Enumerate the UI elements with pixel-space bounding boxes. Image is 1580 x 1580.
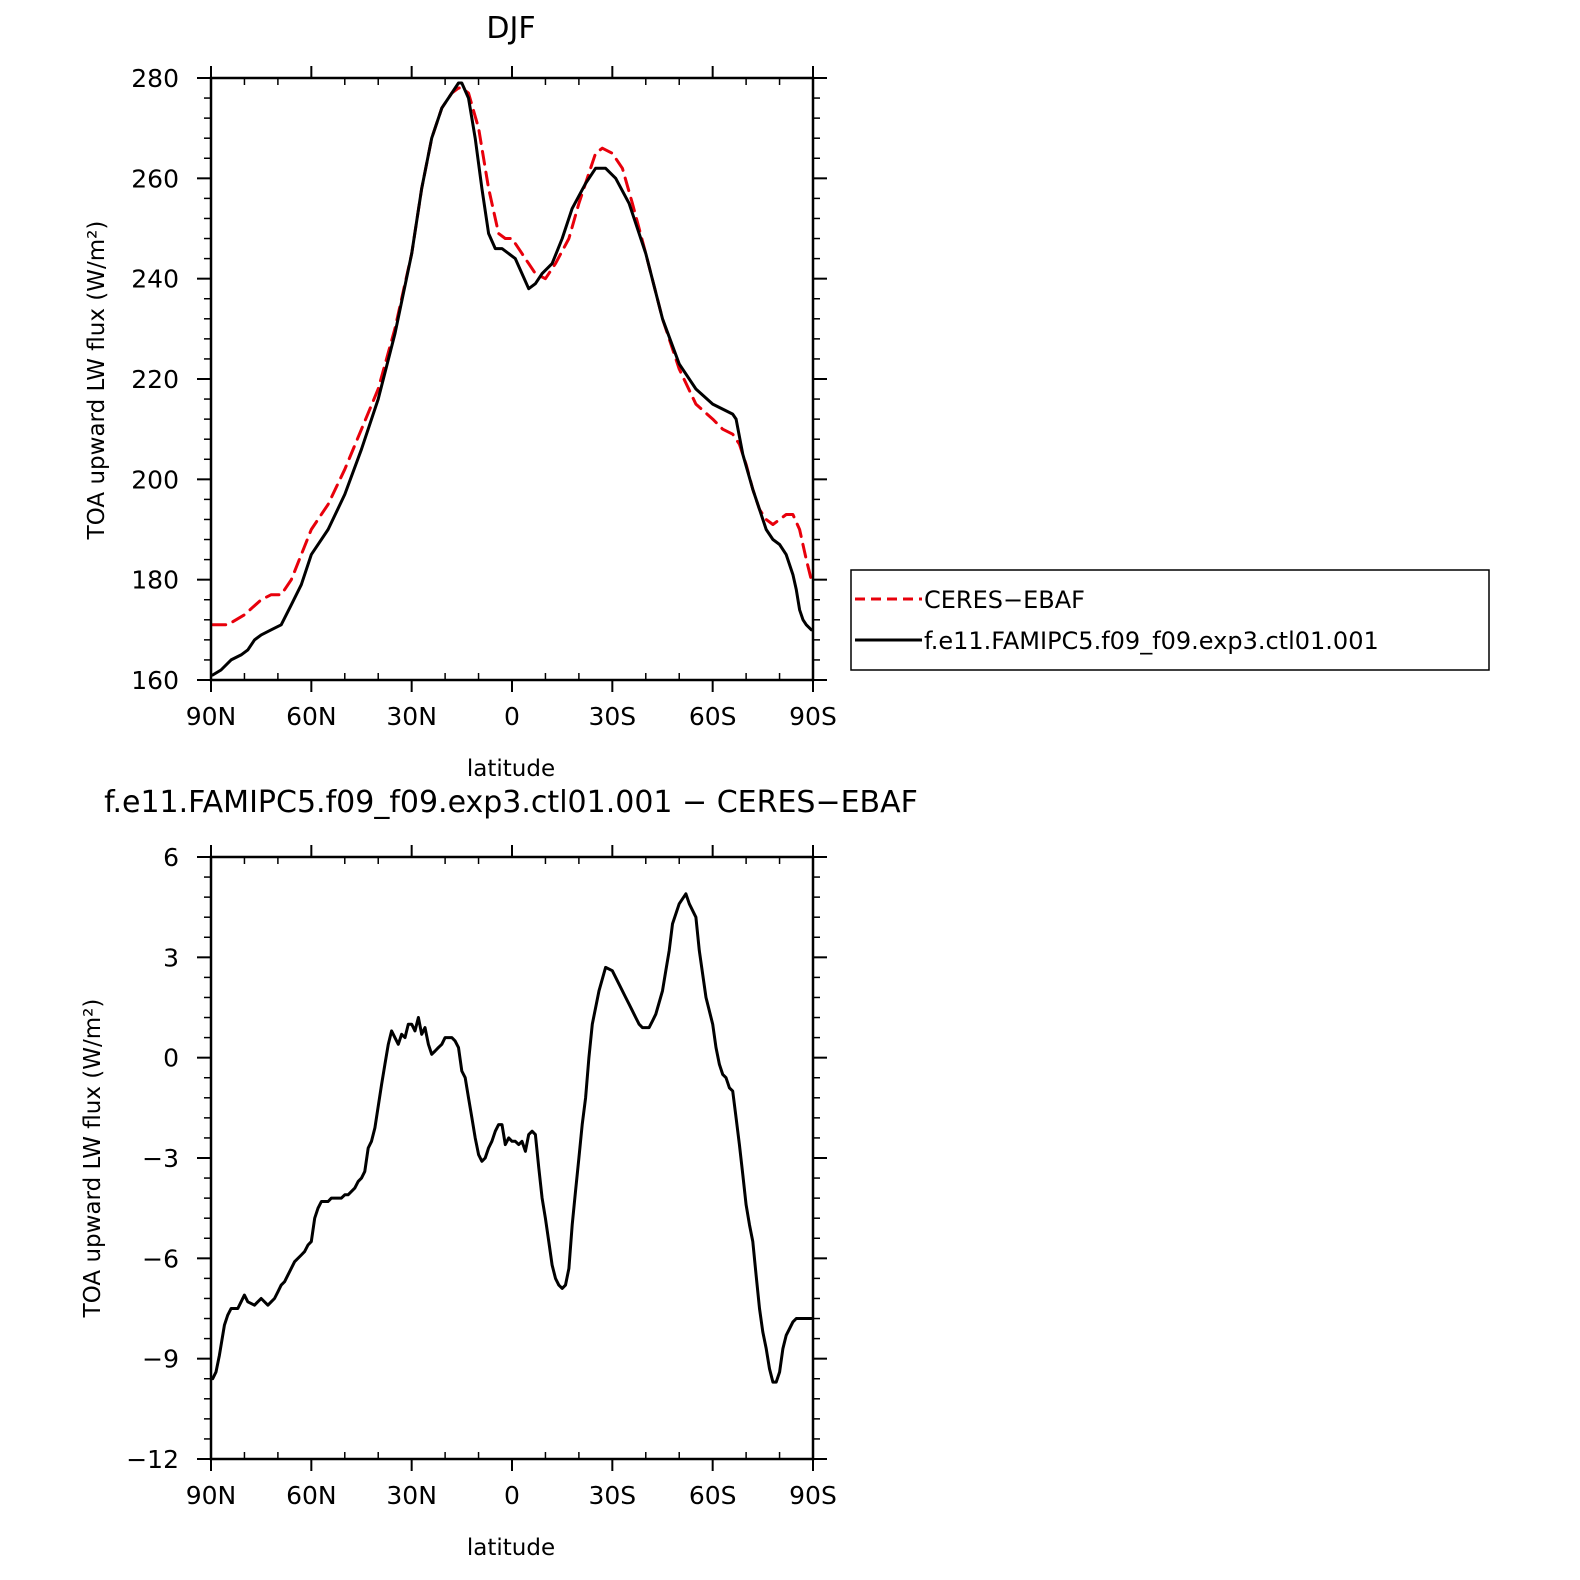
y-tick-label: −3	[142, 1144, 179, 1173]
plot-marks: 90N 60N 30N 0 30S 60S 90S −12 −9 −6 −3 0 3 6	[126, 843, 837, 1510]
legend-label-ceres: CERES−EBAF	[924, 586, 1085, 614]
plot-frame	[209, 855, 815, 1461]
x-tick-label: 0	[504, 702, 520, 731]
legend-box	[850, 569, 1490, 671]
y-tick-label: −12	[126, 1445, 179, 1474]
y-tick-label: −9	[142, 1345, 179, 1374]
x-tick-label: 60N	[286, 702, 337, 731]
series-line-1	[211, 81, 813, 677]
chart-title: DJF	[486, 11, 535, 46]
y-tick-label: −6	[142, 1244, 179, 1273]
x-tick-label: 60S	[689, 702, 737, 731]
legend: CERES−EBAF f.e11.FAMIPC5.f09_f09.exp3.ct…	[850, 569, 1490, 671]
chart-difference: f.e11.FAMIPC5.f09_f09.exp3.ctl01.001 − C…	[80, 785, 918, 1561]
chart-djf: DJF latitude TOA upward LW flux (W/m²) 9…	[84, 11, 837, 782]
plot-frame	[209, 76, 815, 682]
x-tick-label: 30N	[386, 702, 437, 731]
y-tick-label: 6	[163, 843, 179, 872]
y-tick-label: 260	[131, 164, 179, 193]
y-tick-label: 220	[131, 365, 179, 394]
x-axis-label: latitude	[467, 1535, 555, 1561]
x-tick-label: 0	[504, 1481, 520, 1510]
series-line-0	[211, 86, 813, 627]
x-tick-label: 30S	[588, 1481, 636, 1510]
y-tick-label: 240	[131, 265, 179, 294]
y-axis-label: TOA upward LW flux (W/m²)	[84, 221, 110, 541]
x-tick-label: 30N	[386, 1481, 437, 1510]
y-tick-label: 3	[163, 943, 179, 972]
x-tick-label: 60N	[286, 1481, 337, 1510]
y-tick-label: 160	[131, 666, 179, 695]
x-tick-label: 60S	[689, 1481, 737, 1510]
x-axis-label: latitude	[467, 756, 555, 782]
legend-label-model: f.e11.FAMIPC5.f09_f09.exp3.ctl01.001	[924, 627, 1379, 655]
x-tick-label: 90S	[789, 1481, 837, 1510]
x-tick-label: 30S	[588, 702, 636, 731]
series-line-0	[211, 892, 813, 1384]
x-tick-label: 90N	[186, 1481, 237, 1510]
x-tick-label: 90S	[789, 702, 837, 731]
y-tick-label: 200	[131, 465, 179, 494]
y-tick-label: 180	[131, 566, 179, 595]
plot-marks: 90N 60N 30N 0 30S 60S 90S 160 180 200 220 240 260 280	[131, 64, 837, 731]
y-tick-label: 0	[163, 1044, 179, 1073]
x-tick-label: 90N	[186, 702, 237, 731]
chart-title: f.e11.FAMIPC5.f09_f09.exp3.ctl01.001 − C…	[104, 785, 918, 820]
y-axis-label: TOA upward LW flux (W/m²)	[80, 999, 106, 1319]
y-tick-label: 280	[131, 64, 179, 93]
